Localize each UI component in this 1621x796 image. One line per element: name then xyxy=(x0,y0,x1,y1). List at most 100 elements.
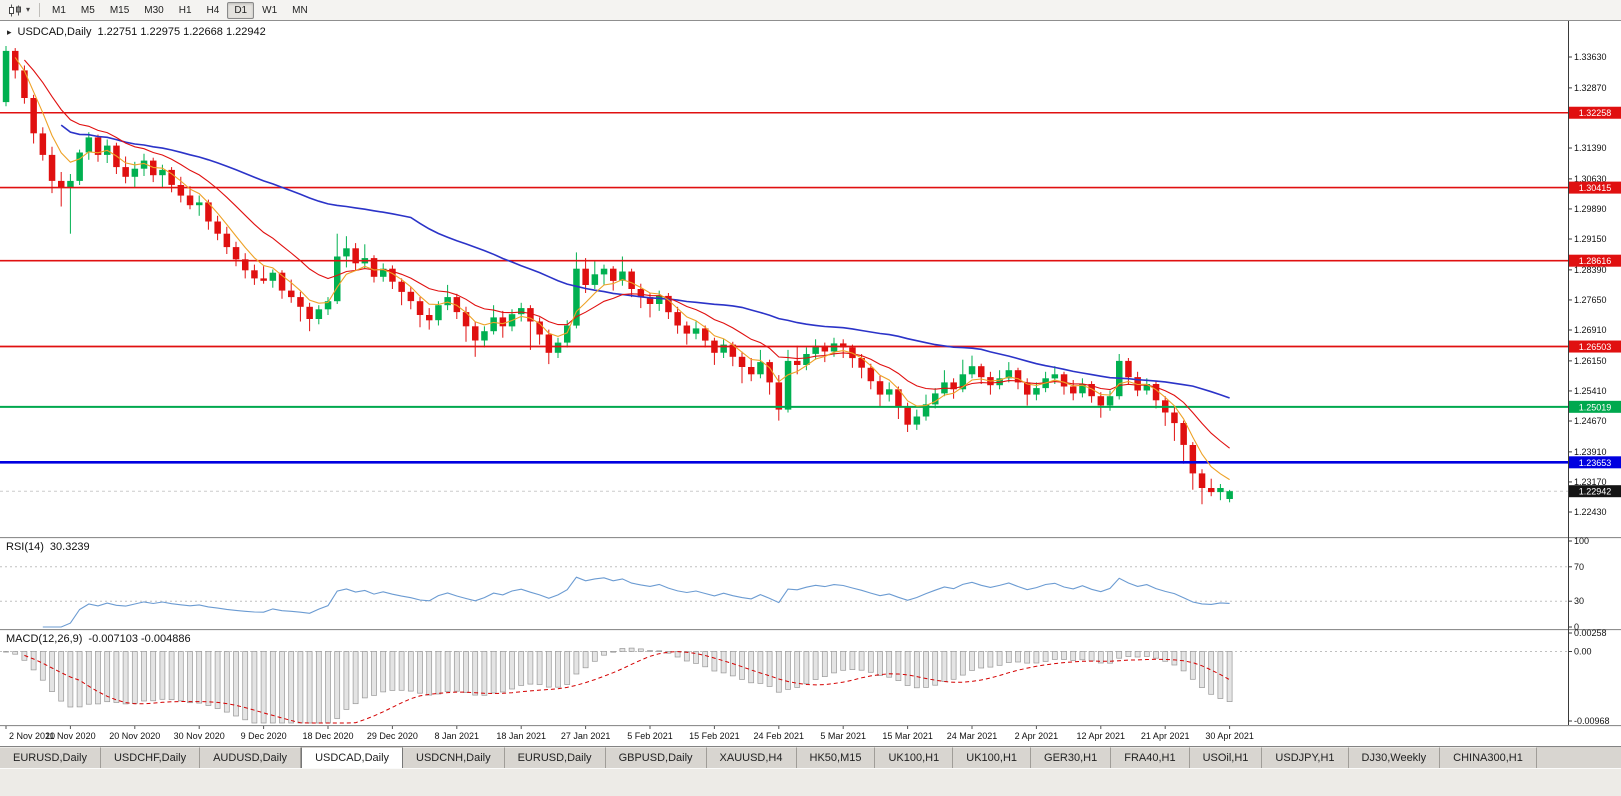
chart-tab-5[interactable]: EURUSD,Daily xyxy=(504,747,606,768)
rsi-indicator-label: RSI(14) 30.3239 xyxy=(6,541,90,553)
chart-symbol-label: USDCAD,Daily xyxy=(17,26,92,38)
chart-tab-6[interactable]: GBPUSD,Daily xyxy=(605,747,707,768)
svg-text:2 Nov 2020: 2 Nov 2020 xyxy=(9,731,55,741)
svg-text:24 Feb 2021: 24 Feb 2021 xyxy=(754,731,805,741)
svg-text:1.32258: 1.32258 xyxy=(1579,108,1612,118)
macd-name: MACD(12,26,9) xyxy=(6,633,83,645)
chart-tab-12[interactable]: FRA40,H1 xyxy=(1111,747,1190,768)
svg-text:1.30415: 1.30415 xyxy=(1579,183,1612,193)
timeframe-button-m30[interactable]: M30 xyxy=(144,4,164,16)
price-axis-badge xyxy=(1569,400,1621,413)
svg-text:1.29150: 1.29150 xyxy=(1574,234,1607,244)
price-axis-badge xyxy=(1569,106,1621,119)
price-axis-badge xyxy=(1569,456,1621,469)
price-axis-badge xyxy=(1569,485,1621,498)
toolbar-separator xyxy=(39,3,41,17)
svg-text:30 Apr 2021: 30 Apr 2021 xyxy=(1205,731,1254,741)
svg-text:1.26503: 1.26503 xyxy=(1579,342,1612,352)
svg-text:1.23653: 1.23653 xyxy=(1579,458,1612,468)
svg-text:1.27650: 1.27650 xyxy=(1574,295,1607,305)
svg-text:0.00258: 0.00258 xyxy=(1574,628,1607,638)
chart-tab-2[interactable]: AUDUSD,Daily xyxy=(200,747,302,768)
timeframe-button-w1[interactable]: W1 xyxy=(262,4,278,16)
chart-tab-4[interactable]: USDCNH,Daily xyxy=(403,747,505,768)
price-chart-canvas[interactable]: 1.33630 1.32870 1.31390 1.30630 1.29890 1.291… xyxy=(0,21,1621,746)
chart-ohlc-values: 1.22751 1.22975 1.22668 1.22942 xyxy=(97,26,266,38)
svg-text:1.33630: 1.33630 xyxy=(1574,52,1607,62)
svg-text:0.00: 0.00 xyxy=(1574,647,1592,657)
chart-window[interactable]: 1.33630 1.32870 1.31390 1.30630 1.29890 1.291… xyxy=(0,21,1621,746)
chart-tab-16[interactable]: CHINA300,H1 xyxy=(1440,747,1537,768)
ma-blue-slow xyxy=(60,124,1230,399)
window-collapse-arrow[interactable]: ▸ xyxy=(7,27,12,37)
svg-text:12 Apr 2021: 12 Apr 2021 xyxy=(1077,731,1126,741)
svg-text:1.25019: 1.25019 xyxy=(1579,402,1612,412)
macd-signal-line xyxy=(24,651,1230,724)
chart-tab-11[interactable]: GER30,H1 xyxy=(1031,747,1112,768)
ma-red-mid xyxy=(23,59,1230,449)
svg-text:18 Jan 2021: 18 Jan 2021 xyxy=(496,731,546,741)
svg-text:9 Dec 2020: 9 Dec 2020 xyxy=(241,731,287,741)
chart-tab-0[interactable]: EURUSD,Daily xyxy=(0,747,101,768)
svg-text:29 Dec 2020: 29 Dec 2020 xyxy=(367,731,418,741)
price-axis-ticks: 1.33630 1.32870 1.31390 1.30630 1.29890 1.291… xyxy=(1569,52,1607,517)
rsi-value: 30.3239 xyxy=(49,541,90,553)
svg-text:30: 30 xyxy=(1574,596,1584,606)
svg-text:15 Mar 2021: 15 Mar 2021 xyxy=(882,731,933,741)
svg-text:1.26150: 1.26150 xyxy=(1574,356,1607,366)
chart-tab-7[interactable]: XAUUSD,H4 xyxy=(706,747,797,768)
svg-text:21 Apr 2021: 21 Apr 2021 xyxy=(1141,731,1190,741)
timeframe-button-h1[interactable]: H1 xyxy=(178,4,192,16)
chart-tab-9[interactable]: UK100,H1 xyxy=(875,747,954,768)
svg-text:27 Jan 2021: 27 Jan 2021 xyxy=(561,731,611,741)
rsi-line xyxy=(42,576,1230,628)
svg-text:18 Dec 2020: 18 Dec 2020 xyxy=(302,731,353,741)
chart-tab-3[interactable]: USDCAD,Daily xyxy=(301,747,404,768)
svg-text:1.23910: 1.23910 xyxy=(1574,447,1607,457)
svg-text:1.28616: 1.28616 xyxy=(1579,256,1612,266)
rsi-name: RSI(14) xyxy=(6,541,44,553)
candlestick-chart-icon xyxy=(9,4,21,16)
chart-tab-14[interactable]: USDJPY,H1 xyxy=(1262,747,1349,768)
svg-text:100: 100 xyxy=(1574,536,1589,546)
status-bar xyxy=(0,768,1621,796)
price-axis-badge xyxy=(1569,340,1621,353)
svg-text:1.28390: 1.28390 xyxy=(1574,265,1607,275)
svg-text:-0.00968: -0.00968 xyxy=(1574,716,1610,726)
svg-text:1.30630: 1.30630 xyxy=(1574,174,1607,184)
svg-text:11 Nov 2020: 11 Nov 2020 xyxy=(45,731,95,741)
svg-text:1.31390: 1.31390 xyxy=(1574,143,1607,153)
chart-tab-1[interactable]: USDCHF,Daily xyxy=(100,747,201,768)
chart-tab-15[interactable]: DJ30,Weekly xyxy=(1348,747,1441,768)
timeframe-button-m1[interactable]: M1 xyxy=(52,4,66,16)
chart-tab-10[interactable]: UK100,H1 xyxy=(953,747,1032,768)
timeframe-button-m15[interactable]: M15 xyxy=(109,4,130,16)
timeframe-button-mn[interactable]: MN xyxy=(292,4,308,16)
chart-tab-13[interactable]: USOil,H1 xyxy=(1189,747,1263,768)
svg-text:30 Nov 2020: 30 Nov 2020 xyxy=(174,731,225,741)
timeframe-button-m5[interactable]: M5 xyxy=(80,4,95,16)
macd-histogram xyxy=(3,647,1233,724)
svg-text:5 Mar 2021: 5 Mar 2021 xyxy=(820,731,866,741)
price-axis-badge xyxy=(1569,181,1621,194)
svg-text:24 Mar 2021: 24 Mar 2021 xyxy=(947,731,998,741)
timeframe-button-h4[interactable]: H4 xyxy=(206,4,220,16)
svg-text:2 Apr 2021: 2 Apr 2021 xyxy=(1015,731,1059,741)
horizontal-level-lines[interactable] xyxy=(0,111,1568,464)
timeframe-button-d1[interactable]: D1 xyxy=(227,1,255,19)
svg-text:1.23170: 1.23170 xyxy=(1574,477,1607,487)
caret-down-icon: ▾ xyxy=(26,5,31,14)
svg-text:5 Feb 2021: 5 Feb 2021 xyxy=(627,731,673,741)
macd-indicator-label: MACD(12,26,9) -0.007103 -0.004886 xyxy=(6,633,191,645)
svg-text:0: 0 xyxy=(1574,622,1579,632)
svg-text:70: 70 xyxy=(1574,562,1584,572)
svg-text:1.32870: 1.32870 xyxy=(1574,83,1607,93)
svg-text:1.22942: 1.22942 xyxy=(1579,487,1612,497)
chart-tab-8[interactable]: HK50,M15 xyxy=(796,747,876,768)
chart-type-button[interactable]: ▾ xyxy=(4,3,34,18)
svg-text:1.29890: 1.29890 xyxy=(1574,204,1607,214)
chart-title: ▸ USDCAD,Daily 1.22751 1.22975 1.22668 1… xyxy=(7,26,266,38)
candlesticks xyxy=(2,46,1233,505)
price-axis-badge xyxy=(1569,254,1621,267)
